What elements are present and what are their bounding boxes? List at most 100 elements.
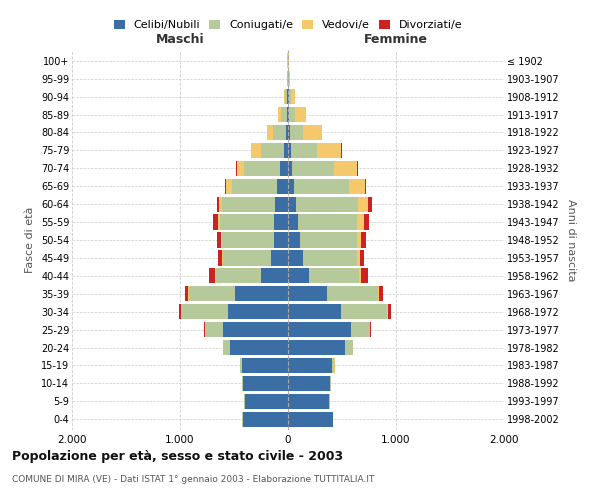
Bar: [360, 250, 364, 266]
Bar: [290, 143, 317, 158]
Bar: [273, 125, 286, 140]
Bar: [288, 394, 329, 409]
Bar: [214, 214, 218, 230]
Bar: [327, 286, 377, 302]
Bar: [223, 250, 271, 266]
Bar: [280, 160, 288, 176]
Bar: [317, 143, 341, 158]
Bar: [185, 286, 188, 302]
Text: Femmine: Femmine: [364, 34, 428, 46]
Bar: [349, 178, 365, 194]
Bar: [215, 268, 261, 283]
Bar: [286, 89, 287, 104]
Text: Maschi: Maschi: [155, 34, 205, 46]
Bar: [288, 178, 294, 194]
Bar: [278, 107, 281, 122]
Bar: [222, 196, 275, 212]
Bar: [205, 322, 223, 337]
Bar: [218, 214, 220, 230]
Bar: [365, 178, 366, 194]
Text: Popolazione per età, sesso e stato civile - 2003: Popolazione per età, sesso e stato civil…: [12, 450, 343, 463]
Bar: [292, 160, 334, 176]
Bar: [290, 125, 302, 140]
Bar: [298, 214, 357, 230]
Bar: [281, 107, 287, 122]
Bar: [300, 232, 357, 248]
Bar: [226, 178, 232, 194]
Bar: [221, 232, 222, 248]
Bar: [288, 250, 303, 266]
Bar: [288, 322, 350, 337]
Bar: [274, 214, 288, 230]
Bar: [284, 89, 286, 104]
Bar: [287, 107, 288, 122]
Bar: [350, 322, 370, 337]
Bar: [359, 268, 361, 283]
Bar: [303, 250, 357, 266]
Bar: [296, 196, 358, 212]
Bar: [222, 232, 274, 248]
Bar: [179, 304, 181, 320]
Bar: [288, 107, 289, 122]
Bar: [288, 214, 298, 230]
Bar: [277, 178, 288, 194]
Bar: [341, 304, 388, 320]
Bar: [288, 376, 330, 391]
Bar: [379, 286, 383, 302]
Bar: [220, 214, 274, 230]
Bar: [361, 232, 366, 248]
Bar: [242, 358, 288, 373]
Bar: [251, 143, 261, 158]
Bar: [240, 358, 242, 373]
Bar: [218, 250, 223, 266]
Bar: [377, 286, 379, 302]
Bar: [388, 304, 391, 320]
Bar: [357, 214, 364, 230]
Bar: [217, 196, 219, 212]
Bar: [235, 286, 288, 302]
Bar: [261, 268, 288, 283]
Y-axis label: Fasce di età: Fasce di età: [25, 207, 35, 273]
Bar: [290, 89, 295, 104]
Bar: [288, 412, 333, 427]
Bar: [368, 196, 372, 212]
Bar: [288, 340, 345, 355]
Bar: [236, 160, 244, 176]
Y-axis label: Anni di nascita: Anni di nascita: [566, 198, 577, 281]
Bar: [271, 250, 288, 266]
Bar: [181, 304, 227, 320]
Bar: [288, 304, 341, 320]
Bar: [286, 125, 288, 140]
Bar: [188, 286, 235, 302]
Bar: [289, 89, 291, 104]
Bar: [242, 412, 288, 427]
Bar: [345, 340, 353, 355]
Bar: [209, 268, 215, 283]
Bar: [334, 160, 357, 176]
Bar: [275, 196, 288, 212]
Bar: [288, 286, 327, 302]
Bar: [288, 196, 296, 212]
Bar: [219, 196, 222, 212]
Bar: [217, 232, 221, 248]
Bar: [261, 143, 284, 158]
Bar: [332, 358, 334, 373]
Bar: [357, 232, 361, 248]
Bar: [295, 107, 306, 122]
Bar: [288, 125, 290, 140]
Bar: [284, 143, 288, 158]
Bar: [358, 196, 368, 212]
Bar: [242, 376, 288, 391]
Bar: [288, 143, 290, 158]
Text: COMUNE DI MIRA (VE) - Dati ISTAT 1° gennaio 2003 - Elaborazione TUTTITALIA.IT: COMUNE DI MIRA (VE) - Dati ISTAT 1° genn…: [12, 475, 374, 484]
Bar: [227, 304, 288, 320]
Bar: [245, 394, 288, 409]
Bar: [223, 322, 288, 337]
Bar: [274, 232, 288, 248]
Bar: [294, 178, 349, 194]
Bar: [232, 178, 277, 194]
Bar: [361, 268, 368, 283]
Bar: [302, 125, 322, 140]
Bar: [288, 232, 300, 248]
Bar: [289, 107, 295, 122]
